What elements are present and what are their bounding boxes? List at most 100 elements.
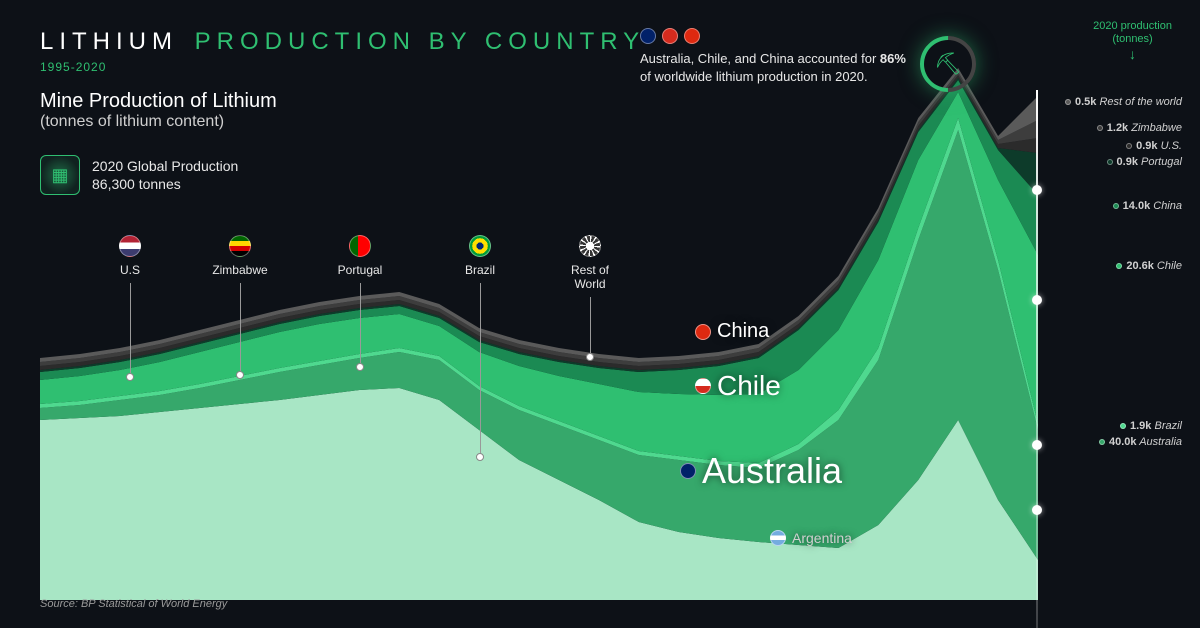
- value-label-brazil: 1.9k Brazil: [1120, 420, 1182, 432]
- value: 0.5k: [1075, 96, 1096, 108]
- value: 1.9k: [1130, 420, 1151, 432]
- callout-post: of worldwide lithium production in 2020.: [640, 69, 868, 84]
- pin-stem: [240, 283, 241, 371]
- flag-icon: [119, 235, 141, 257]
- value: 14.0k: [1123, 200, 1151, 212]
- legend-2020: 2020 production (tonnes) ↓: [1093, 20, 1172, 63]
- pin-label: Zimbabwe: [210, 263, 270, 277]
- value-country: U.S.: [1161, 140, 1182, 152]
- pin-rest-of-world: Rest of World: [560, 235, 620, 361]
- title-word1: LITHIUM: [40, 28, 178, 55]
- stream-argentina: [40, 388, 1038, 600]
- pin-stem: [360, 283, 361, 363]
- flag-icon: [349, 235, 371, 257]
- pin-brazil: Brazil: [450, 235, 510, 461]
- pin-label: Brazil: [450, 263, 510, 277]
- value-country: Rest of the world: [1099, 96, 1182, 108]
- value-label-u-s-: 0.9k U.S.: [1126, 140, 1182, 152]
- value-label-china: 14.0k China: [1113, 200, 1182, 212]
- value: 0.9k: [1136, 140, 1157, 152]
- value-country: Portugal: [1141, 156, 1182, 168]
- global-line2: 86,300 tonnes: [92, 175, 238, 193]
- color-dot: [1097, 125, 1103, 131]
- stream-label-text: China: [717, 320, 769, 343]
- pin-stem: [130, 283, 131, 373]
- value-label-rest-of-the-world: 0.5k Rest of the world: [1065, 96, 1182, 108]
- flag-icon: [469, 235, 491, 257]
- global-line1: 2020 Global Production: [92, 157, 238, 175]
- pin-label: Portugal: [330, 263, 390, 277]
- color-dot: [1065, 99, 1071, 105]
- stream-label-australia: Australia: [680, 450, 842, 492]
- color-dot: [1107, 159, 1113, 165]
- value-country: Brazil: [1154, 420, 1182, 432]
- flag-icon: [579, 235, 601, 257]
- value: 20.6k: [1126, 260, 1154, 272]
- pin-label: U.S: [100, 263, 160, 277]
- value-country: Zimbabwe: [1131, 122, 1182, 134]
- flag-icon: [695, 324, 711, 340]
- stream-label-text: Chile: [717, 370, 781, 402]
- stream-label-china: China: [695, 320, 769, 343]
- end-marker-dot: [1032, 295, 1042, 305]
- value-label-chile: 20.6k Chile: [1116, 260, 1182, 272]
- pin-stem: [480, 283, 481, 453]
- pin-ball: [126, 373, 134, 381]
- legend-line1: 2020 production: [1093, 20, 1172, 33]
- value-label-australia: 40.0k Australia: [1099, 436, 1182, 448]
- subtitle-main: Mine Production of Lithium: [40, 90, 277, 113]
- end-marker-dot: [1032, 505, 1042, 515]
- wheelbarrow-icon: ⛏: [908, 24, 987, 103]
- source-text: Source: BP Statistical of World Energy: [40, 598, 227, 610]
- flag-icon: [684, 28, 700, 44]
- flag-icon: [680, 463, 696, 479]
- value-country: China: [1153, 200, 1182, 212]
- flag-icon: [770, 530, 786, 546]
- color-dot: [1126, 143, 1132, 149]
- flag-icon: [229, 235, 251, 257]
- global-production: ▦ 2020 Global Production 86,300 tonnes: [40, 155, 238, 195]
- color-dot: [1116, 263, 1122, 269]
- flag-icon: [695, 378, 711, 394]
- factory-icon: ▦: [40, 155, 80, 195]
- pin-label: Rest of World: [560, 263, 620, 291]
- end-marker-dot: [1032, 440, 1042, 450]
- color-dot: [1120, 423, 1126, 429]
- legend-line2: (tonnes): [1093, 33, 1172, 46]
- pin-zimbabwe: Zimbabwe: [210, 235, 270, 379]
- callout-pct: 86%: [880, 51, 906, 66]
- pin-portugal: Portugal: [330, 235, 390, 371]
- title-word2: PRODUCTION BY COUNTRY: [195, 28, 645, 55]
- end-marker-dot: [1032, 185, 1042, 195]
- end-year-line: [1036, 90, 1038, 628]
- subtitle-paren: (tonnes of lithium content): [40, 113, 277, 131]
- stream-label-chile: Chile: [695, 370, 781, 402]
- value-label-zimbabwe: 1.2k Zimbabwe: [1097, 122, 1182, 134]
- title-years: 1995-2020: [40, 60, 645, 74]
- value-label-portugal: 0.9k Portugal: [1107, 156, 1182, 168]
- stream-chile: [40, 92, 1038, 463]
- pin-ball: [356, 363, 364, 371]
- color-dot: [1113, 203, 1119, 209]
- pin-ball: [236, 371, 244, 379]
- pin-u-s: U.S: [100, 235, 160, 381]
- pin-ball: [476, 453, 484, 461]
- value-country: Chile: [1157, 260, 1182, 272]
- callout-flags: [640, 28, 920, 44]
- value: 1.2k: [1107, 122, 1128, 134]
- title-block: LITHIUM PRODUCTION BY COUNTRY 1995-2020: [40, 28, 645, 74]
- value: 0.9k: [1117, 156, 1138, 168]
- stream-label-text: Argentina: [792, 530, 852, 546]
- value-country: Australia: [1139, 436, 1182, 448]
- callout: Australia, Chile, and China accounted fo…: [640, 28, 920, 86]
- pin-stem: [590, 297, 591, 353]
- arrow-down-icon: ↓: [1093, 46, 1172, 63]
- flag-icon: [640, 28, 656, 44]
- subtitle-block: Mine Production of Lithium (tonnes of li…: [40, 90, 277, 131]
- color-dot: [1099, 439, 1105, 445]
- stream-label-text: Australia: [702, 450, 842, 492]
- stream-label-argentina: Argentina: [770, 530, 852, 546]
- callout-pre: Australia, Chile, and China accounted fo…: [640, 51, 880, 66]
- value: 40.0k: [1109, 436, 1137, 448]
- flag-icon: [662, 28, 678, 44]
